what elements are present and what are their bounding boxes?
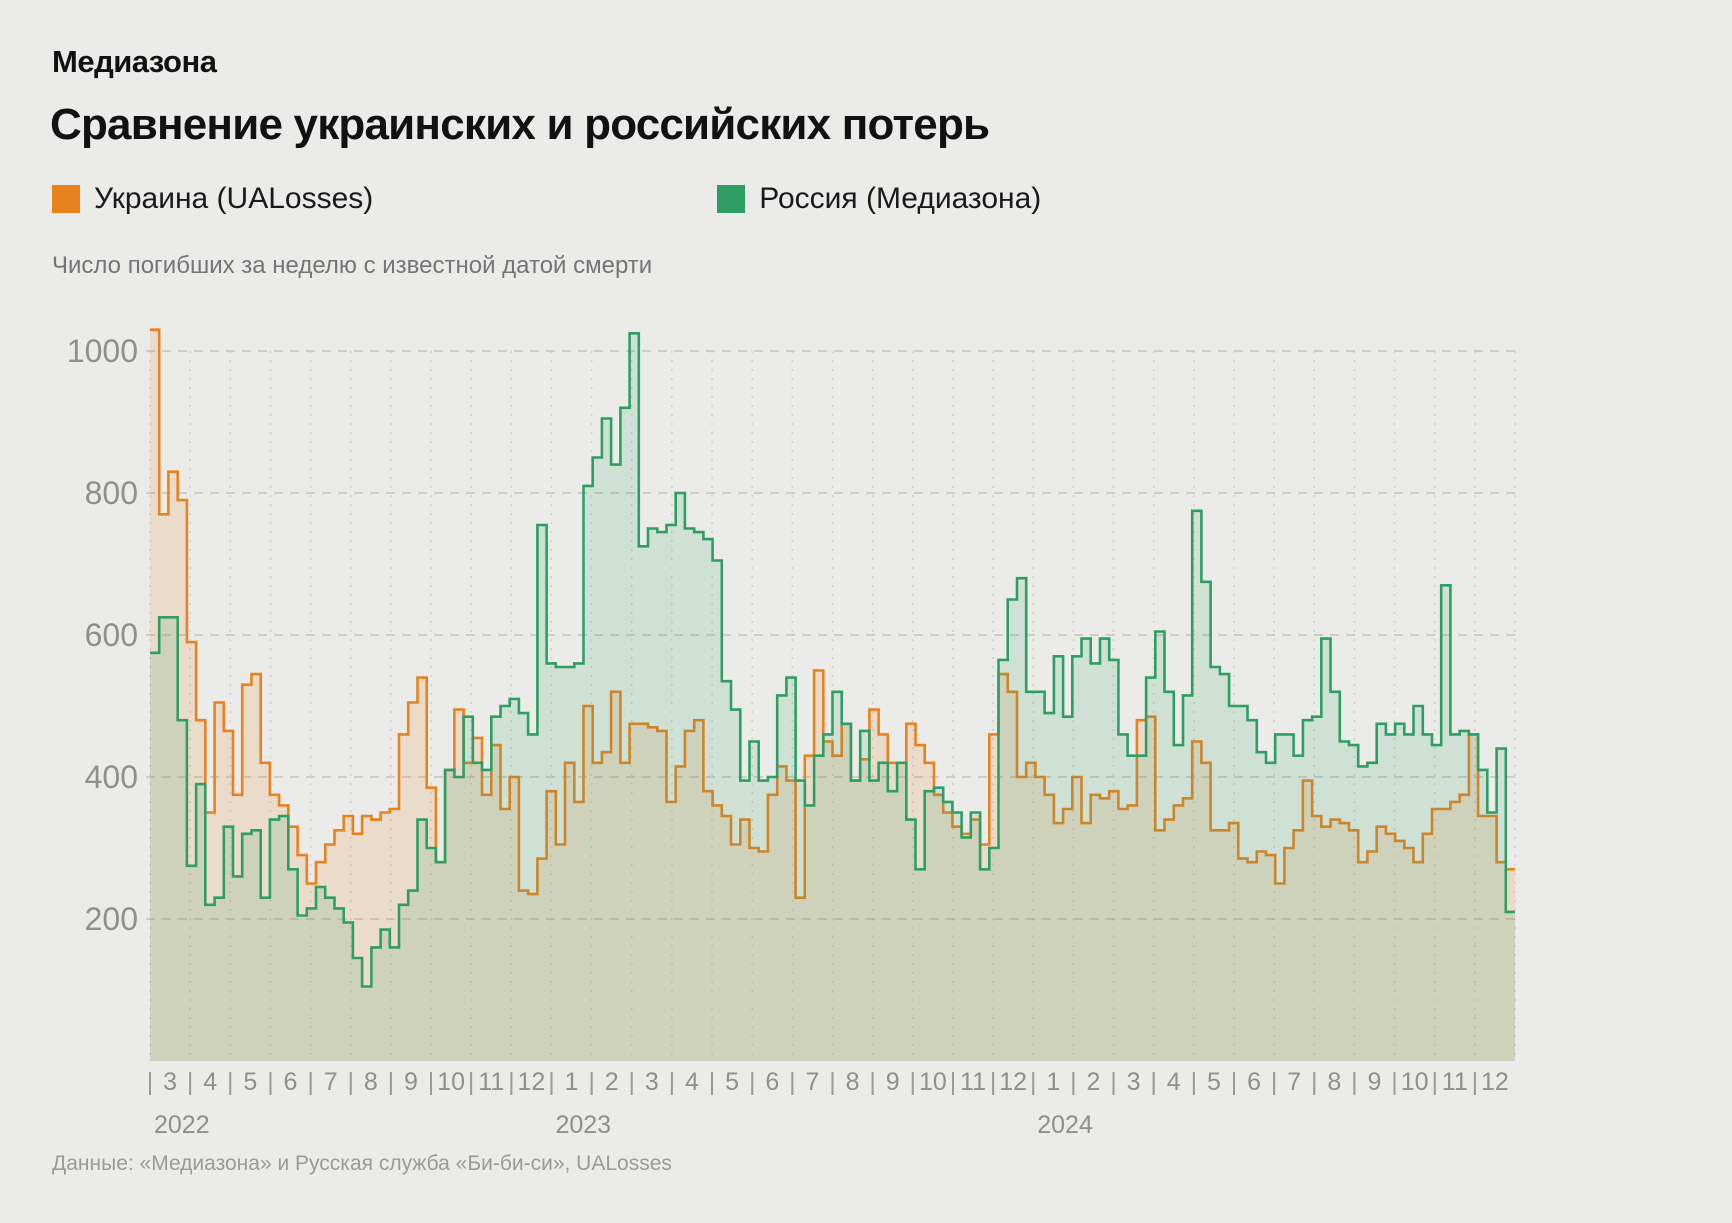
x-axis-tick: |	[147, 1068, 154, 1096]
x-axis-month-label: 8	[846, 1068, 860, 1096]
x-axis-month-label: 7	[324, 1068, 338, 1096]
x-axis-tick: |	[869, 1068, 876, 1096]
x-axis-month-label: 2	[605, 1068, 619, 1096]
x-axis-month-label: 11	[1442, 1068, 1468, 1096]
legend-label-ukraine: Украина (UALosses)	[94, 182, 374, 215]
x-axis-month-label: 5	[1207, 1068, 1221, 1096]
x-axis-month-label: 4	[685, 1068, 699, 1096]
x-axis-tick: |	[508, 1068, 515, 1096]
x-axis-month-label: 2	[1087, 1068, 1101, 1096]
x-axis-tick: |	[1431, 1068, 1438, 1096]
x-axis-year-label: 2023	[555, 1111, 611, 1139]
x-axis-tick: |	[990, 1068, 997, 1096]
x-axis-tick: |	[347, 1068, 354, 1096]
x-axis-month-label: 12	[999, 1068, 1027, 1096]
russia-swatch-icon	[717, 185, 746, 213]
x-axis-month-label: 8	[364, 1068, 378, 1096]
russia-step-line	[150, 332, 1515, 988]
x-axis-tick: |	[588, 1068, 595, 1096]
x-axis-tick: |	[468, 1068, 475, 1096]
x-axis-tick: |	[1231, 1068, 1238, 1096]
legend: Украина (UALosses) Россия (Медиазона)	[52, 182, 1041, 216]
step-area-chart: 200 400 600 800 1000 | 3 | 4 | 5 | 6 | 7 | 8 | 9 | 10 | 11 | 12 |…	[0, 290, 1732, 1170]
x-axis-month-label: 9	[886, 1068, 900, 1096]
x-axis-month-label: 1	[1046, 1068, 1060, 1096]
x-axis-tick: |	[910, 1068, 917, 1096]
legend-item-russia: Россия (Медиазона)	[717, 182, 1041, 216]
x-axis-month-label: 12	[1481, 1068, 1509, 1096]
x-axis-tick: |	[1191, 1068, 1198, 1096]
x-axis-month-label: 4	[203, 1068, 217, 1096]
x-axis-tick: |	[629, 1068, 636, 1096]
x-axis-year-label: 2022	[154, 1111, 210, 1139]
x-axis-tick: |	[1351, 1068, 1358, 1096]
x-axis-tick: |	[1391, 1068, 1398, 1096]
ukraine-swatch-icon	[52, 185, 80, 213]
legend-label-russia: Россия (Медиазона)	[759, 182, 1042, 215]
x-axis-tick: |	[1472, 1068, 1479, 1096]
x-axis-tick: |	[307, 1068, 314, 1096]
x-axis-month-label: 10	[919, 1068, 947, 1096]
x-axis-month-label: 7	[1287, 1068, 1301, 1096]
x-axis-month-label: 8	[1327, 1068, 1341, 1096]
x-axis-month-label: 11	[960, 1068, 986, 1096]
x-axis-month-label: 9	[1368, 1068, 1382, 1096]
legend-item-ukraine: Украина (UALosses)	[52, 182, 373, 216]
x-axis-month-label: 4	[1167, 1068, 1181, 1096]
x-axis-month-label: 11	[478, 1068, 504, 1096]
x-axis-tick: |	[709, 1068, 716, 1096]
x-axis-tick: |	[227, 1068, 234, 1096]
y-axis-tick-label: 400	[85, 759, 138, 795]
x-axis-month-label: 12	[517, 1068, 545, 1096]
x-axis-tick: |	[388, 1068, 395, 1096]
data-source-note: Данные: «Медиазона» и Русская служба «Би…	[52, 1152, 672, 1175]
y-axis-tick-label: 600	[85, 617, 138, 653]
x-axis-tick: |	[1311, 1068, 1318, 1096]
x-axis-tick: |	[950, 1068, 957, 1096]
x-axis-tick: |	[1070, 1068, 1077, 1096]
page-title: Сравнение украинских и российских потерь	[50, 100, 990, 149]
x-axis-month-label: 6	[284, 1068, 298, 1096]
x-axis-month-label: 6	[765, 1068, 779, 1096]
x-axis-tick: |	[548, 1068, 555, 1096]
x-axis-tick: |	[829, 1068, 836, 1096]
x-axis-month-label: 3	[163, 1068, 177, 1096]
x-axis-month-label: 3	[1127, 1068, 1141, 1096]
x-axis-tick: |	[187, 1068, 194, 1096]
x-axis-tick: |	[1110, 1068, 1117, 1096]
x-axis-month-label: 7	[805, 1068, 819, 1096]
x-axis-month-label: 1	[565, 1068, 579, 1096]
x-axis-month-label: 6	[1247, 1068, 1261, 1096]
x-axis-tick: |	[749, 1068, 756, 1096]
x-axis-tick: |	[669, 1068, 676, 1096]
x-axis-year-label: 2024	[1037, 1111, 1093, 1139]
chart-subtitle: Число погибших за неделю с известной дат…	[52, 252, 653, 279]
x-axis-month-label: 10	[437, 1068, 465, 1096]
x-axis-month-label: 5	[725, 1068, 739, 1096]
x-axis-tick: |	[1271, 1068, 1278, 1096]
y-axis-tick-label: 1000	[67, 333, 138, 369]
y-axis-tick-label: 200	[85, 901, 138, 937]
brand-logo: Медиазона	[52, 44, 217, 79]
x-axis-tick: |	[267, 1068, 274, 1096]
ukraine-area-fill	[150, 329, 1515, 1061]
x-axis-month-label: 3	[645, 1068, 659, 1096]
x-axis-tick: |	[1150, 1068, 1157, 1096]
x-axis-tick: |	[428, 1068, 435, 1096]
x-axis-tick: |	[789, 1068, 796, 1096]
x-axis-month-label: 9	[404, 1068, 418, 1096]
x-axis-month-label: 10	[1401, 1068, 1429, 1096]
x-axis-month-label: 5	[243, 1068, 257, 1096]
y-axis-tick-label: 800	[85, 475, 138, 511]
x-axis-tick: |	[1030, 1068, 1037, 1096]
